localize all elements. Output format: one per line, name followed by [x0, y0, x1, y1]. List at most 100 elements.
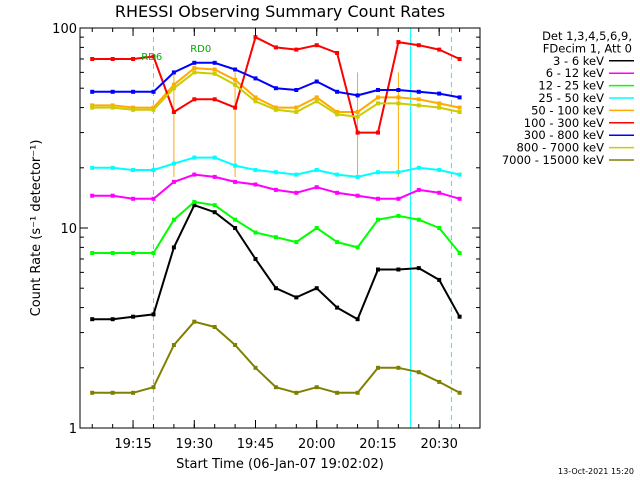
data-point: [151, 312, 156, 317]
data-point: [151, 105, 156, 110]
data-point: [212, 210, 217, 215]
data-point: [233, 82, 238, 87]
data-point: [151, 196, 156, 201]
data-point: [294, 88, 299, 92]
data-point: [416, 43, 421, 48]
data-point: [437, 190, 442, 195]
legend-entry-label: 800 - 7000 keV: [516, 141, 604, 155]
data-point: [294, 390, 299, 395]
data-point: [314, 79, 319, 84]
data-point: [171, 110, 176, 114]
ticks-layer: 1 10 100 19:15 19:30 19:45 20:00 20:15 20:30: [52, 22, 480, 452]
data-point: [110, 165, 115, 170]
data-point: [437, 47, 442, 52]
data-point: [110, 193, 115, 198]
data-point: [396, 40, 401, 45]
data-point: [314, 168, 319, 172]
data-point: [151, 251, 156, 255]
data-point: [90, 251, 95, 255]
data-point: [437, 91, 442, 96]
data-point: [376, 365, 380, 370]
data-point: [253, 99, 258, 104]
data-point: [110, 89, 115, 94]
data-point: [90, 390, 95, 395]
data-point: [110, 390, 115, 395]
data-point: [233, 179, 238, 184]
legend-entry-label: 300 - 800 keV: [524, 128, 604, 142]
legend-entry-label: 6 - 12 keV: [546, 66, 604, 80]
data-point: [396, 213, 401, 218]
data-point: [131, 168, 136, 172]
data-point: [233, 226, 238, 230]
y-tick-label: 1: [69, 422, 77, 437]
data-point: [110, 251, 115, 255]
data-point: [294, 295, 299, 300]
data-point: [437, 277, 442, 282]
data-point: [253, 365, 258, 370]
data-point: [457, 314, 462, 319]
x-tick-label: 19:30: [176, 437, 213, 452]
data-point: [355, 130, 360, 135]
data-point: [396, 196, 401, 201]
x-tick-label: 20:00: [298, 437, 335, 452]
data-point: [416, 370, 421, 375]
data-point: [437, 168, 442, 172]
data-point: [90, 89, 95, 94]
data-point: [131, 196, 136, 201]
series-100-300-kev: [90, 35, 462, 135]
data-point: [437, 379, 442, 384]
data-point: [151, 89, 156, 94]
data-point: [314, 95, 319, 100]
data-point: [396, 101, 401, 106]
data-point: [437, 101, 442, 106]
data-point: [355, 114, 360, 119]
data-point: [90, 105, 95, 110]
data-point: [90, 57, 95, 61]
data-point: [273, 187, 278, 192]
data-point: [131, 57, 136, 61]
data-point: [110, 103, 115, 108]
data-point: [171, 161, 176, 166]
data-point: [355, 390, 360, 395]
data-point: [233, 343, 238, 347]
data-point: [253, 257, 258, 261]
data-point: [355, 193, 360, 198]
data-point: [416, 103, 421, 108]
data-point: [416, 187, 421, 192]
data-point: [212, 97, 217, 102]
x-tick-label: 20:30: [420, 437, 457, 452]
data-point: [294, 47, 299, 52]
chart-title: RHESSI Observing Summary Count Rates: [115, 2, 445, 21]
data-point: [212, 325, 217, 329]
data-point: [396, 365, 401, 370]
data-point: [355, 93, 360, 98]
data-point: [457, 390, 462, 395]
data-point: [416, 97, 421, 102]
data-point: [273, 385, 278, 390]
data-point: [110, 105, 115, 110]
data-point: [396, 95, 401, 100]
data-point: [90, 193, 95, 198]
data-point: [294, 240, 299, 245]
data-point: [335, 51, 340, 55]
data-point: [335, 190, 340, 195]
data-point: [457, 95, 462, 100]
data-point: [192, 97, 197, 102]
legend-header: FDecim 1, Att 0: [543, 41, 632, 55]
series-25-50-kev: [90, 155, 462, 179]
data-point: [110, 57, 115, 61]
data-point: [212, 71, 217, 76]
data-point: [457, 110, 462, 114]
data-point: [376, 196, 380, 201]
legend-entry-label: 100 - 300 keV: [524, 116, 604, 130]
data-point: [335, 112, 340, 117]
data-point: [335, 172, 340, 177]
data-point: [131, 107, 136, 112]
data-point: [192, 172, 197, 177]
data-point: [212, 155, 217, 160]
data-point: [457, 57, 462, 61]
data-point: [273, 86, 278, 91]
data-point: [233, 105, 238, 110]
legend: Det 1,3,4,5,6,9,FDecim 1, Att 03 - 6 keV…: [502, 29, 634, 167]
